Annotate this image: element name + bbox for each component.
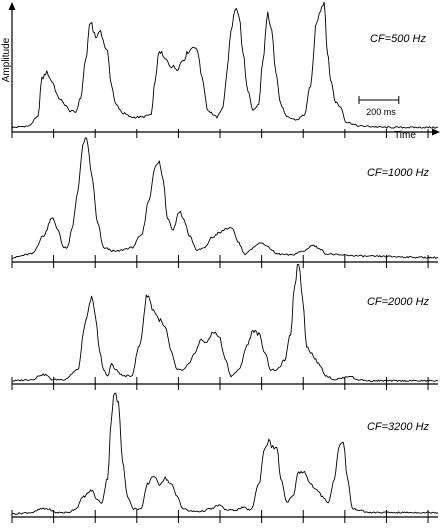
signal-trace xyxy=(11,263,439,382)
signal-trace xyxy=(11,1,439,129)
cf-label: CF=1000 Hz xyxy=(367,167,430,179)
panels: CF=500 Hz CF=1000 Hz CF=2000 Hz CF=3200 Hz xyxy=(11,1,439,523)
signal-trace xyxy=(11,137,439,259)
y-axis-label: Amplitude xyxy=(1,37,12,82)
panel-1-axes-extras: Amplitude Time 200 ms xyxy=(1,2,440,141)
chart-panel: CF=2000 Hz xyxy=(11,263,439,390)
cf-label: CF=500 Hz xyxy=(370,33,426,45)
x-axis-label: Time xyxy=(394,130,416,141)
cf-label: CF=2000 Hz xyxy=(367,296,430,308)
scale-bar: 200 ms xyxy=(358,96,400,117)
signal-trace xyxy=(11,392,439,515)
chart-panel: CF=1000 Hz xyxy=(11,137,439,268)
chart-panel: CF=500 Hz xyxy=(11,1,439,138)
chart-panel: CF=3200 Hz xyxy=(11,392,439,523)
x-axis-arrowhead xyxy=(432,128,440,136)
cf-label: CF=3200 Hz xyxy=(367,421,430,433)
scale-bar-label: 200 ms xyxy=(366,107,396,117)
y-axis-arrowhead xyxy=(8,2,16,10)
